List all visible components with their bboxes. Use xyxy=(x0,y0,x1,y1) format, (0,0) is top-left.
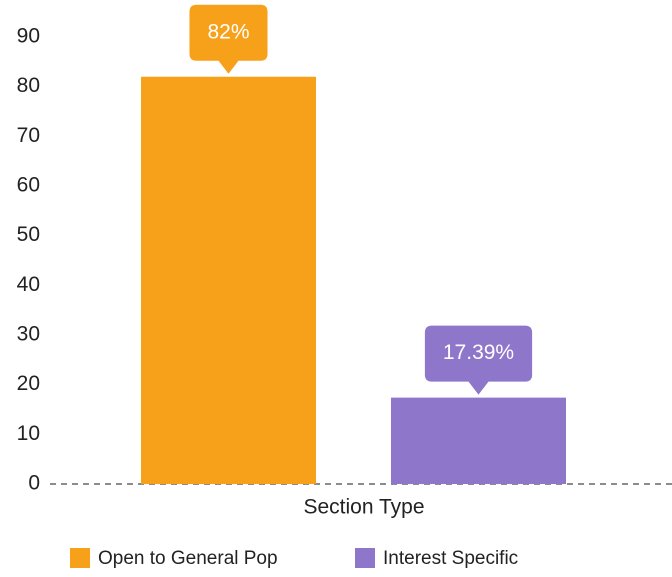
bar xyxy=(391,397,566,484)
y-tick-label: 20 xyxy=(17,372,40,395)
x-tick-label: Section Type xyxy=(303,496,424,519)
value-callout xyxy=(424,325,533,395)
legend-swatch xyxy=(70,548,90,568)
value-label: 17.39% xyxy=(443,341,514,364)
y-tick-label: 90 xyxy=(17,25,40,48)
y-tick-label: 60 xyxy=(17,174,40,197)
legend-swatch xyxy=(355,548,375,568)
y-tick-label: 10 xyxy=(17,422,40,445)
value-callout xyxy=(189,4,268,74)
legend-label: Open to General Pop xyxy=(98,548,278,569)
y-tick-label: 70 xyxy=(17,124,40,147)
value-label: 82% xyxy=(207,20,249,43)
bar xyxy=(141,76,316,484)
y-tick-label: 80 xyxy=(17,74,40,97)
y-tick-label: 0 xyxy=(28,472,40,495)
y-tick-label: 30 xyxy=(17,323,40,346)
y-tick-label: 40 xyxy=(17,273,40,296)
y-tick-label: 50 xyxy=(17,223,40,246)
legend-label: Interest Specific xyxy=(383,548,518,569)
